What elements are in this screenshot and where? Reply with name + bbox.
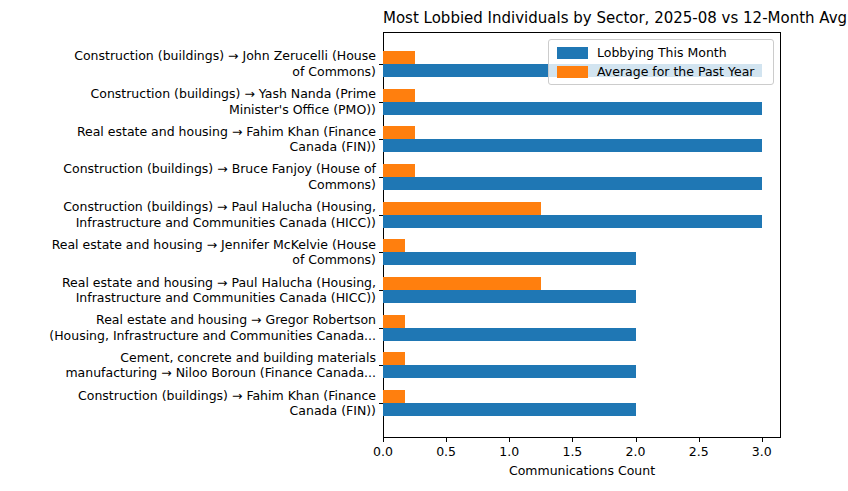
x-tick-label-6: 3.0 [732,444,792,459]
bar-this-month-7 [383,328,636,341]
x-tick-0 [383,438,384,442]
legend-swatch-blue [557,47,588,59]
x-tick-4 [636,438,637,442]
y-tick-label-2: Real estate and housing → Fahim Khan (Fi… [0,124,376,155]
x-tick-label-5: 2.5 [669,444,729,459]
bar-past-year-0 [383,51,415,64]
x-tick-3 [572,438,573,442]
x-tick-label-0: 0.0 [353,444,413,459]
bar-past-year-4 [383,202,541,215]
y-tick-label-4: Construction (buildings) → Paul Halucha … [0,199,376,230]
x-tick-label-1: 0.5 [416,444,476,459]
bar-past-year-8 [383,352,405,365]
bar-this-month-3 [383,177,762,190]
y-tick-label-7: Real estate and housing → Gregor Roberts… [0,312,376,343]
x-tick-label-3: 1.5 [542,444,602,459]
y-tick-6 [379,290,383,291]
bar-this-month-1 [383,102,762,115]
y-tick-8 [379,365,383,366]
bars-layer [383,32,781,438]
y-tick-label-8: Cement, concrete and building materialsm… [0,350,376,381]
legend: Lobbying This Month Average for the Past… [548,39,774,85]
x-tick-label-4: 2.0 [606,444,666,459]
y-tick-3 [379,177,383,178]
y-tick-9 [379,403,383,404]
chart-title: Most Lobbied Individuals by Sector, 2025… [383,9,781,27]
legend-swatch-orange [557,66,588,78]
bar-this-month-2 [383,139,762,152]
legend-entry-past-year: Average for the Past Year [557,64,765,79]
chart-figure: Most Lobbied Individuals by Sector, 2025… [0,0,848,491]
y-axis-labels: Construction (buildings) → John Zerucell… [0,32,376,438]
x-tick-6 [762,438,763,442]
bar-this-month-8 [383,365,636,378]
bar-this-month-9 [383,403,636,416]
legend-label-past-year: Average for the Past Year [597,64,754,79]
y-tick-1 [379,102,383,103]
legend-label-this-month: Lobbying This Month [597,45,727,60]
bar-past-year-7 [383,315,405,328]
bar-past-year-2 [383,126,415,139]
x-tick-5 [699,438,700,442]
y-tick-2 [379,139,383,140]
y-tick-7 [379,328,383,329]
bar-past-year-3 [383,164,415,177]
y-tick-5 [379,252,383,253]
y-tick-label-0: Construction (buildings) → John Zerucell… [0,48,376,79]
x-axis-label: Communications Count [383,463,781,478]
y-tick-label-1: Construction (buildings) → Yash Nanda (P… [0,86,376,117]
y-tick-label-6: Real estate and housing → Paul Halucha (… [0,275,376,306]
y-tick-label-9: Construction (buildings) → Fahim Khan (F… [0,388,376,419]
bar-past-year-6 [383,277,541,290]
bar-this-month-5 [383,252,636,265]
x-tick-1 [446,438,447,442]
y-tick-0 [379,64,383,65]
x-tick-2 [509,438,510,442]
bar-past-year-1 [383,89,415,102]
bar-this-month-6 [383,290,636,303]
bar-past-year-5 [383,239,405,252]
y-tick-label-5: Real estate and housing → Jennifer McKel… [0,237,376,268]
y-tick-4 [379,215,383,216]
y-tick-label-3: Construction (buildings) → Bruce Fanjoy … [0,161,376,192]
bar-past-year-9 [383,390,405,403]
legend-entry-this-month: Lobbying This Month [557,45,765,60]
x-tick-label-2: 1.0 [479,444,539,459]
bar-this-month-4 [383,215,762,228]
